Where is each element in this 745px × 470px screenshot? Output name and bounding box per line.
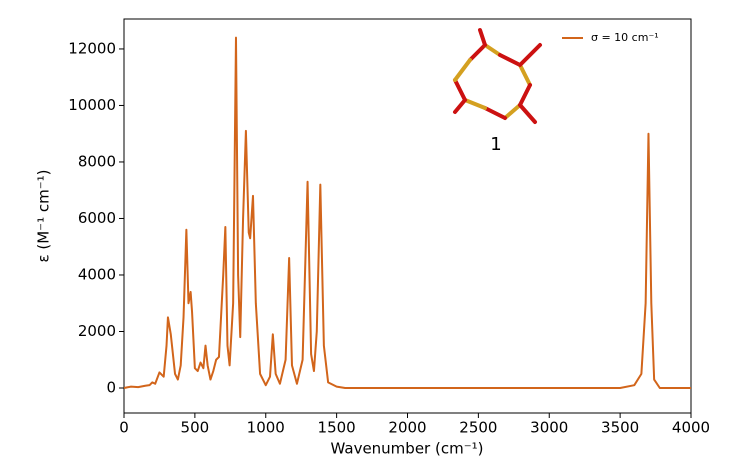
- x-tick-label: 0: [119, 419, 129, 437]
- molecule: [453, 28, 542, 124]
- x-tick-label: 500: [181, 419, 210, 437]
- x-axis-label: Wavenumber (cm⁻¹): [331, 440, 484, 458]
- y-tick-label: 6000: [78, 209, 116, 227]
- x-tick-label: 3000: [530, 419, 568, 437]
- y-tick-label: 4000: [78, 265, 116, 283]
- y-axis-label: ε (M⁻¹ cm⁻¹): [35, 169, 53, 262]
- y-tick-label: 0: [106, 378, 116, 396]
- x-tick-label: 1500: [318, 419, 356, 437]
- x-tick-label: 4000: [672, 419, 710, 437]
- annotation: 1: [490, 134, 501, 155]
- x-tick-label: 1000: [247, 419, 285, 437]
- x-tick-label: 3500: [601, 419, 639, 437]
- y-tick-label: 8000: [78, 152, 116, 170]
- spectrum-line: [123, 36, 691, 389]
- y-tick-label: 10000: [68, 96, 116, 114]
- legend-label: σ = 10 cm⁻¹: [591, 31, 659, 44]
- plot-frame: [123, 18, 692, 414]
- x-tick-label: 2500: [459, 419, 497, 437]
- x-tick-label: 2000: [388, 419, 426, 437]
- y-tick-label: 12000: [68, 39, 116, 57]
- y-tick-label: 2000: [78, 322, 116, 340]
